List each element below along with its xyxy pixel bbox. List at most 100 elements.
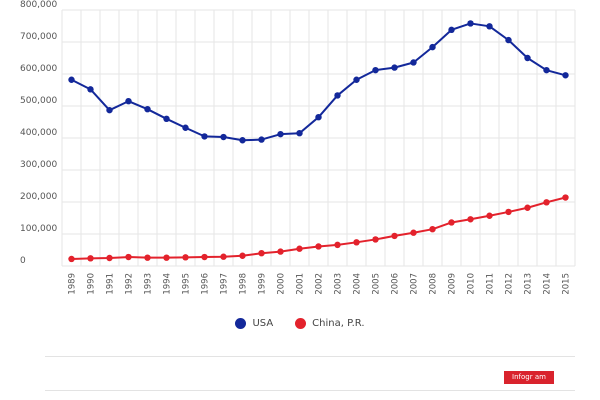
data-point-usa[interactable]: [277, 130, 284, 138]
data-point-china[interactable]: [334, 241, 341, 249]
data-point-usa[interactable]: [543, 66, 550, 74]
x-tick-label: 2004: [353, 273, 363, 295]
data-point-china[interactable]: [68, 255, 75, 263]
data-point-usa[interactable]: [163, 115, 170, 123]
x-tick-label: 2006: [391, 273, 401, 295]
x-tick-label: 2011: [486, 273, 496, 295]
x-tick-label: 1999: [258, 273, 268, 295]
x-axis-tick-labels: 1989 1990 1991 1992 1993 1994 1995 1996 1997 1998…: [68, 273, 572, 295]
data-point-usa[interactable]: [429, 43, 436, 51]
y-tick-label: 800,000: [20, 0, 57, 10]
x-tick-label: 1994: [163, 273, 173, 295]
x-tick-label: 1997: [220, 273, 230, 295]
data-point-usa[interactable]: [182, 124, 189, 131]
data-point-china[interactable]: [486, 212, 493, 219]
x-tick-label: 1989: [68, 273, 78, 295]
data-point-usa[interactable]: [372, 66, 379, 74]
data-point-usa[interactable]: [144, 106, 151, 113]
data-point-china[interactable]: [410, 229, 417, 236]
data-point-china[interactable]: [239, 252, 246, 259]
data-point-usa[interactable]: [334, 92, 341, 99]
y-tick-label: 600,000: [20, 64, 57, 74]
legend-item-usa[interactable]: USA: [235, 318, 273, 329]
series-line-usa: [71, 22, 566, 142]
x-tick-label: 2014: [543, 273, 553, 295]
y-tick-label: 700,000: [20, 32, 57, 42]
footer-divider-top: [45, 356, 575, 357]
y-tick-label: 500,000: [20, 96, 57, 106]
legend-label-usa: USA: [252, 318, 274, 329]
grid-lines: [61, 9, 576, 267]
data-point-usa[interactable]: [410, 59, 417, 66]
footer-divider-bottom: [45, 390, 575, 391]
data-point-usa[interactable]: [125, 98, 132, 105]
data-point-china[interactable]: [258, 250, 265, 257]
data-point-usa[interactable]: [296, 130, 303, 137]
data-point-usa[interactable]: [562, 72, 569, 79]
data-point-china[interactable]: [505, 208, 512, 216]
data-point-china[interactable]: [372, 236, 379, 243]
x-tick-label: 2012: [505, 273, 515, 295]
data-point-china[interactable]: [106, 254, 113, 262]
x-tick-label: 2000: [277, 273, 287, 295]
y-tick-label: 100,000: [20, 224, 57, 234]
data-point-china[interactable]: [277, 248, 284, 255]
data-point-usa[interactable]: [486, 23, 493, 30]
data-point-china[interactable]: [467, 216, 474, 223]
x-tick-label: 2013: [524, 273, 534, 295]
series-lines: [68, 20, 569, 263]
x-tick-label: 2002: [315, 273, 325, 295]
data-point-usa[interactable]: [68, 76, 75, 83]
data-point-china[interactable]: [87, 255, 94, 262]
x-tick-label: 2007: [410, 273, 420, 295]
x-tick-label: 2001: [296, 273, 306, 295]
y-tick-label: 200,000: [20, 192, 57, 202]
data-point-usa[interactable]: [391, 64, 398, 71]
data-point-usa[interactable]: [239, 137, 246, 144]
y-tick-label: 400,000: [20, 128, 57, 138]
legend-item-china[interactable]: China, P.R.: [295, 318, 365, 329]
x-tick-label: 2010: [467, 273, 477, 295]
x-tick-label: 1998: [239, 273, 249, 295]
y-axis-tick-labels: 0 100,000 200,000 300,000 400,000 500,000 600,…: [20, 0, 57, 266]
legend-marker-usa: [235, 318, 247, 329]
legend-label-china: China, P.R.: [312, 318, 365, 329]
data-point-china[interactable]: [163, 254, 170, 261]
data-point-china[interactable]: [562, 194, 569, 201]
data-point-usa[interactable]: [201, 133, 208, 140]
x-tick-label: 2009: [448, 273, 458, 295]
data-point-china[interactable]: [524, 204, 531, 211]
data-point-china[interactable]: [220, 253, 227, 260]
data-point-china[interactable]: [315, 243, 322, 250]
data-point-china[interactable]: [182, 254, 189, 261]
x-tick-label: 1993: [144, 273, 154, 295]
x-tick-label: 1990: [87, 273, 97, 295]
x-tick-label: 1996: [201, 273, 211, 295]
data-point-usa[interactable]: [87, 86, 94, 93]
x-tick-label: 1992: [125, 273, 135, 295]
data-point-usa[interactable]: [448, 26, 455, 34]
y-tick-label: 0: [20, 256, 26, 266]
data-point-usa[interactable]: [467, 20, 474, 27]
x-tick-label: 1995: [182, 273, 192, 295]
data-point-usa[interactable]: [505, 36, 512, 44]
data-point-china[interactable]: [448, 219, 455, 226]
data-point-usa[interactable]: [315, 114, 322, 121]
data-point-china[interactable]: [201, 253, 208, 261]
data-point-china[interactable]: [391, 232, 398, 240]
data-point-usa[interactable]: [258, 136, 265, 143]
data-point-usa[interactable]: [106, 106, 113, 114]
x-tick-label: 2005: [372, 273, 382, 295]
data-point-china[interactable]: [144, 254, 151, 261]
infogram-brand-badge[interactable]: Infogr am: [504, 371, 554, 384]
data-point-china[interactable]: [429, 226, 436, 233]
data-point-china[interactable]: [353, 239, 360, 246]
data-point-china[interactable]: [543, 199, 550, 206]
data-point-china[interactable]: [296, 245, 303, 252]
x-tick-label: 2015: [562, 273, 572, 295]
data-point-usa[interactable]: [220, 133, 227, 141]
data-point-usa[interactable]: [353, 76, 360, 83]
data-point-usa[interactable]: [524, 54, 531, 62]
data-point-china[interactable]: [125, 253, 132, 261]
